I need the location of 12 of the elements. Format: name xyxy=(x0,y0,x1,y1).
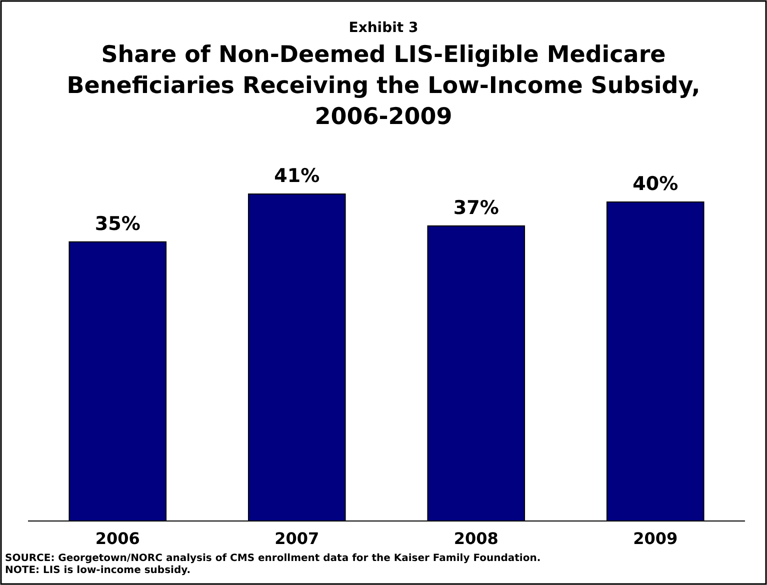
x-tick-label: 2008 xyxy=(454,529,498,548)
x-tick-label: 2007 xyxy=(274,529,320,548)
data-label: 41% xyxy=(274,165,320,187)
x-tick-label: 2006 xyxy=(95,529,140,548)
source-note: SOURCE: Georgetown/NORC analysis of CMS enrollment data for the Kaiser Family Foundation. xyxy=(5,553,541,564)
text: NOTE: LIS is low-income subsidy. xyxy=(5,565,191,576)
data-label: 40% xyxy=(632,172,678,195)
data-label: 35% xyxy=(94,212,140,235)
x-tick-label: 2009 xyxy=(633,529,678,548)
data-label: 37% xyxy=(453,196,499,219)
chart-subtitle: Exhibit 3 xyxy=(348,20,418,36)
chart-title: Share of Non-Deemed LIS-Eligible Medicare Beneficiaries Receiving the Low-Income Subsidy, 2006-2009 xyxy=(66,42,700,130)
